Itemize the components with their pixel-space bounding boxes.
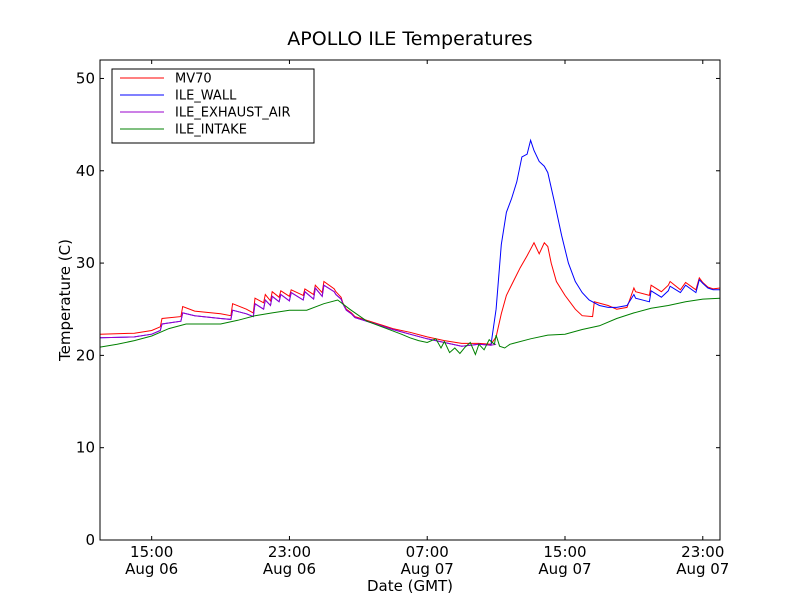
y-tick-label: 30 bbox=[76, 254, 95, 272]
series-line-ile-intake bbox=[99, 297, 721, 356]
x-tick-label-time: 23:00 bbox=[681, 543, 724, 561]
legend-label: ILE_WALL bbox=[175, 89, 237, 104]
x-tick-label-time: 15:00 bbox=[130, 543, 173, 561]
x-axis-label: Date (GMT) bbox=[367, 577, 453, 595]
x-tick-label-date: Aug 07 bbox=[676, 560, 729, 578]
x-tick-label-date: Aug 07 bbox=[538, 560, 591, 578]
y-tick-label: 10 bbox=[76, 439, 95, 457]
y-tick-label: 50 bbox=[76, 69, 95, 87]
x-tick-label-time: 15:00 bbox=[543, 543, 586, 561]
legend-box bbox=[111, 68, 315, 144]
x-tick-label-date: Aug 07 bbox=[401, 560, 454, 578]
y-axis: 0 10 20 30 40 50 bbox=[76, 69, 720, 549]
legend-label: MV70 bbox=[175, 72, 212, 87]
chart-title: APOLLO ILE Temperatures bbox=[287, 28, 532, 50]
x-tick-label-time: 07:00 bbox=[406, 543, 449, 561]
x-tick-label-date: Aug 06 bbox=[263, 560, 316, 578]
x-tick-label-date: Aug 06 bbox=[125, 560, 178, 578]
y-tick-label: 40 bbox=[76, 162, 95, 180]
x-tick-label-time: 23:00 bbox=[268, 543, 311, 561]
y-tick-label: 20 bbox=[76, 346, 95, 364]
y-tick-label: 0 bbox=[85, 531, 95, 549]
series-line-ile-exhaust-air bbox=[99, 284, 497, 347]
legend-label: ILE_EXHAUST_AIR bbox=[175, 106, 291, 121]
series-layer bbox=[99, 138, 721, 356]
legend: MV70 ILE_WALL ILE_EXHAUST_AIR ILE_INTAKE bbox=[111, 68, 315, 144]
legend-label: ILE_INTAKE bbox=[175, 123, 247, 138]
y-axis-label: Temperature (C) bbox=[56, 239, 74, 362]
plot-frame bbox=[99, 59, 721, 541]
